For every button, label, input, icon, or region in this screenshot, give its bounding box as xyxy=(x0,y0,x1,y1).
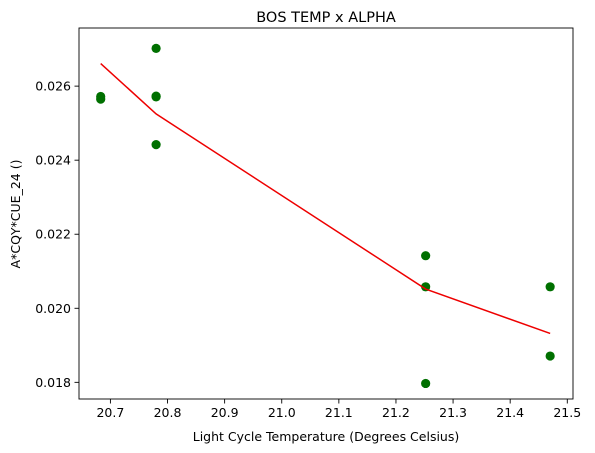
y-axis-ticks: 0.018 0.020 0.022 0.024 0.026 xyxy=(35,79,79,390)
scatter-point xyxy=(421,251,431,261)
y-tick-label: 0.018 xyxy=(35,375,71,390)
y-tick-label: 0.026 xyxy=(35,79,71,94)
x-tick-label: 21.4 xyxy=(496,405,524,420)
x-tick-label: 20.7 xyxy=(96,405,124,420)
chart-title: BOS TEMP x ALPHA xyxy=(256,10,396,26)
x-axis-label: Light Cycle Temperature (Degrees Celsius… xyxy=(193,429,460,444)
scatter-point xyxy=(151,43,161,53)
y-axis-label: A*CQY*CUE_24 () xyxy=(8,160,23,269)
y-tick-label: 0.024 xyxy=(35,153,71,168)
plot-series xyxy=(96,43,555,389)
x-tick-label: 21.2 xyxy=(382,405,410,420)
x-tick-label: 21.1 xyxy=(325,405,353,420)
scatter-point xyxy=(545,282,555,292)
scatter-point xyxy=(151,140,161,150)
x-tick-label: 20.9 xyxy=(211,405,239,420)
scatter-point xyxy=(545,351,555,361)
x-tick-label: 21.0 xyxy=(268,405,296,420)
scatter-point xyxy=(421,378,431,389)
scatter-point xyxy=(151,92,161,102)
y-tick-label: 0.022 xyxy=(35,227,71,242)
x-axis-ticks: 20.7 20.8 20.9 21.0 21.1 21.2 21.3 21.4 21.5 xyxy=(96,399,581,420)
scatter-point xyxy=(96,94,106,104)
x-tick-label: 21.3 xyxy=(439,405,467,420)
x-tick-label: 21.5 xyxy=(553,405,581,420)
plot-frame xyxy=(78,27,574,400)
fit-line xyxy=(100,62,551,335)
x-tick-label: 20.8 xyxy=(154,405,182,420)
y-tick-label: 0.020 xyxy=(35,301,71,316)
